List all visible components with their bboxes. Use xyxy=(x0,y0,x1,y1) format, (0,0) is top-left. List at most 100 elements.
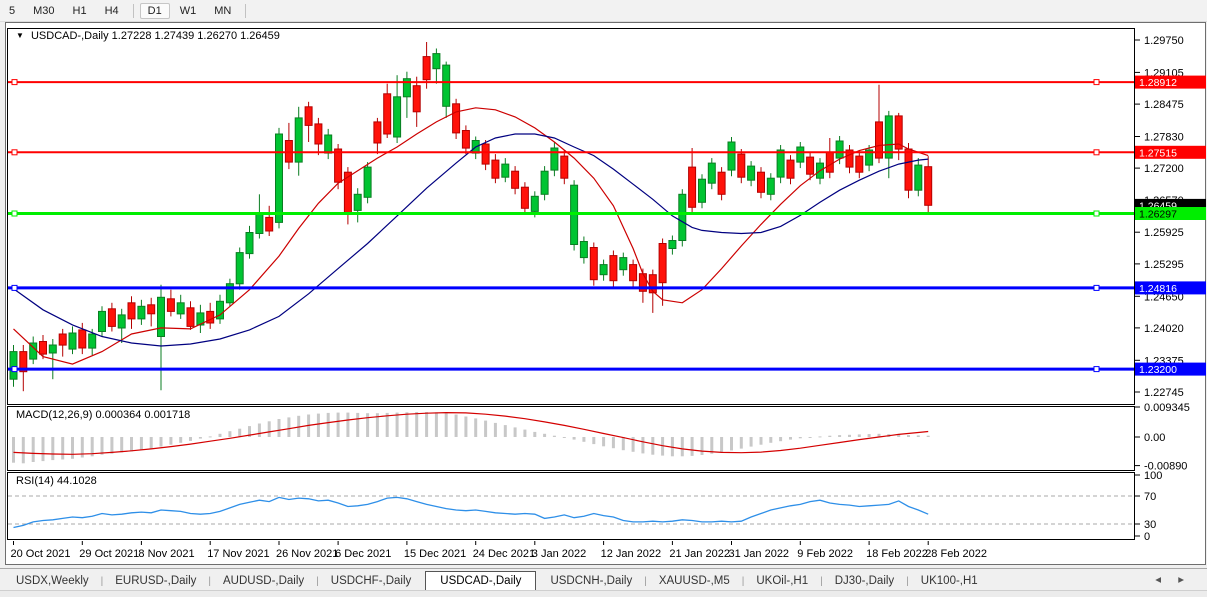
rsi-value: 44.1028 xyxy=(56,475,97,487)
macd-values: 0.000364 0.001718 xyxy=(95,409,191,421)
svg-text:3 Jan 2022: 3 Jan 2022 xyxy=(532,548,586,560)
svg-text:1.28475: 1.28475 xyxy=(1144,99,1184,111)
chart-tab-usdcad-daily[interactable]: USDCAD-,Daily xyxy=(425,571,537,592)
chart-tab-usdchf-daily[interactable]: USDCHF-,Daily xyxy=(330,575,412,587)
hline-handle[interactable] xyxy=(1093,284,1100,291)
svg-text:28 Feb 2022: 28 Feb 2022 xyxy=(925,548,987,560)
svg-text:17 Nov 2021: 17 Nov 2021 xyxy=(207,548,269,560)
svg-text:31 Jan 2022: 31 Jan 2022 xyxy=(729,548,790,560)
tab-separator: | xyxy=(820,576,823,587)
svg-text:1.28912: 1.28912 xyxy=(1139,77,1177,89)
svg-text:1.25295: 1.25295 xyxy=(1144,259,1184,271)
svg-text:15 Dec 2021: 15 Dec 2021 xyxy=(404,548,466,560)
hline-handle[interactable] xyxy=(1093,79,1100,86)
chart-tab-eurusd-daily[interactable]: EURUSD-,Daily xyxy=(115,575,197,587)
svg-text:12 Jan 2022: 12 Jan 2022 xyxy=(601,548,662,560)
svg-text:1.29750: 1.29750 xyxy=(1144,35,1184,47)
hline-handle[interactable] xyxy=(11,79,18,86)
chart-tab-xauusd-m5[interactable]: XAUUSD-,M5 xyxy=(658,575,730,587)
macd-pane: 0.009345 0.00 -0.00890 xyxy=(7,402,1190,473)
chart-ohlc-quote: 1.27228 1.27439 1.26270 1.26459 xyxy=(111,30,280,42)
svg-text:30: 30 xyxy=(1144,519,1156,531)
rsi-line xyxy=(13,496,929,529)
svg-text:6 Dec 2021: 6 Dec 2021 xyxy=(335,548,391,560)
hline-price-badge: 1.27515 xyxy=(1135,145,1206,159)
svg-text:1.25925: 1.25925 xyxy=(1144,227,1184,239)
chart-tab-usdcnh-daily[interactable]: USDCNH-,Daily xyxy=(550,575,633,587)
chart-tab-ukoil-h1[interactable]: UKOil-,H1 xyxy=(756,575,809,587)
hline-price-badge: 1.24816 xyxy=(1135,281,1206,295)
tab-scroll-left-button[interactable]: ◂ xyxy=(1155,574,1162,586)
timeframe-button-5[interactable]: 5 xyxy=(9,4,16,17)
macd-indicator-label: MACD(12,26,9) 0.000364 0.001718 xyxy=(16,409,191,421)
price-axis[interactable]: 1.297501.291051.284751.278301.272001.265… xyxy=(1135,35,1206,399)
chart-tab-audusd-daily[interactable]: AUDUSD-,Daily xyxy=(223,575,305,587)
tab-separator: | xyxy=(906,576,909,587)
svg-text:1.27515: 1.27515 xyxy=(1139,147,1177,159)
chart-tab-dj30-daily[interactable]: DJ30-,Daily xyxy=(834,575,895,587)
date-axis[interactable]: 20 Oct 2021 29 Oct 2021 8 Nov 2021 17 Nov 2… xyxy=(11,541,987,560)
svg-text:1.24816: 1.24816 xyxy=(1139,283,1177,295)
tab-scroll-right-button[interactable]: ▸ xyxy=(1178,574,1184,586)
tab-separator: | xyxy=(644,576,647,587)
hline-handle[interactable] xyxy=(11,210,18,217)
svg-text:0.009345: 0.009345 xyxy=(1144,402,1190,414)
timeframe-button-w1[interactable]: W1 xyxy=(179,4,197,17)
hline-price-badge: 1.23200 xyxy=(1135,362,1206,376)
svg-text:-0.00890: -0.00890 xyxy=(1144,461,1187,473)
macd-signal-line xyxy=(13,411,929,455)
main-price-pane[interactable] xyxy=(7,28,1135,405)
hline-handle[interactable] xyxy=(11,366,18,373)
price-chart-canvas[interactable]: 1.297501.291051.284751.278301.272001.265… xyxy=(5,22,1207,566)
candles xyxy=(9,42,933,392)
hline-price-badge: 1.26297 xyxy=(1135,207,1206,221)
timeframe-toolbar: 5 M30 H1 H4 D1 W1 MN xyxy=(0,0,1207,22)
timeframe-button-h1[interactable]: H1 xyxy=(72,4,87,17)
status-strip xyxy=(0,590,1207,597)
ma-fast-line xyxy=(13,107,929,365)
svg-text:100: 100 xyxy=(1144,470,1162,482)
chart-tab-usdx-weekly[interactable]: USDX,Weekly xyxy=(16,575,89,587)
svg-text:1.27830: 1.27830 xyxy=(1144,132,1184,144)
chart-tab-uk100-h1[interactable]: UK100-,H1 xyxy=(920,575,978,587)
svg-text:24 Dec 2021: 24 Dec 2021 xyxy=(473,548,535,560)
hline-handle[interactable] xyxy=(11,284,18,291)
hline-handle[interactable] xyxy=(1093,149,1100,156)
tab-scroll-controls: ◂ ▸ xyxy=(1132,572,1207,591)
svg-text:1.22745: 1.22745 xyxy=(1144,387,1184,399)
svg-text:9 Feb 2022: 9 Feb 2022 xyxy=(797,548,853,560)
svg-text:20 Oct 2021: 20 Oct 2021 xyxy=(11,548,71,560)
svg-text:1.27200: 1.27200 xyxy=(1144,163,1184,175)
toolbar-separator xyxy=(132,3,134,18)
svg-text:26 Nov 2021: 26 Nov 2021 xyxy=(276,548,338,560)
chart-symbol-label: USDCAD-,Daily xyxy=(30,30,109,42)
svg-text:1.26297: 1.26297 xyxy=(1139,209,1177,221)
timeframe-button-mn[interactable]: MN xyxy=(214,4,232,17)
svg-text:29 Oct 2021: 29 Oct 2021 xyxy=(79,548,139,560)
svg-text:0: 0 xyxy=(1144,531,1150,543)
svg-text:18 Feb 2022: 18 Feb 2022 xyxy=(866,548,928,560)
svg-text:21 Jan 2022: 21 Jan 2022 xyxy=(669,548,730,560)
rsi-indicator-label: RSI(14) 44.1028 xyxy=(16,475,97,487)
toolbar-separator xyxy=(245,3,247,18)
chart-window: 1.297501.291051.284751.278301.272001.265… xyxy=(5,22,1207,566)
chart-title: ▼ USDCAD-,Daily 1.27228 1.27439 1.26270 … xyxy=(16,30,280,42)
svg-text:8 Nov 2021: 8 Nov 2021 xyxy=(138,548,194,560)
hline-handle[interactable] xyxy=(11,149,18,156)
rsi-pane: 100 70 300 xyxy=(7,470,1162,543)
svg-text:70: 70 xyxy=(1144,491,1156,503)
timeframe-button-d1[interactable]: D1 xyxy=(139,2,170,19)
symbol-dropdown-icon[interactable]: ▼ xyxy=(16,31,24,40)
timeframe-button-m30[interactable]: M30 xyxy=(33,4,55,17)
ma-slow-line xyxy=(13,133,929,347)
chart-tabbar: USDX,Weekly | EURUSD-,Daily | AUDUSD-,Daily |… xyxy=(0,568,1207,592)
svg-text:1.24020: 1.24020 xyxy=(1144,323,1184,335)
svg-text:1.23200: 1.23200 xyxy=(1139,364,1177,376)
hline-handle[interactable] xyxy=(1093,366,1100,373)
svg-text:0.00: 0.00 xyxy=(1144,432,1165,444)
tab-separator: | xyxy=(100,576,104,587)
tab-separator: | xyxy=(316,576,319,587)
tab-separator: | xyxy=(741,576,745,587)
hline-handle[interactable] xyxy=(1093,210,1100,217)
timeframe-button-h4[interactable]: H4 xyxy=(104,4,119,17)
